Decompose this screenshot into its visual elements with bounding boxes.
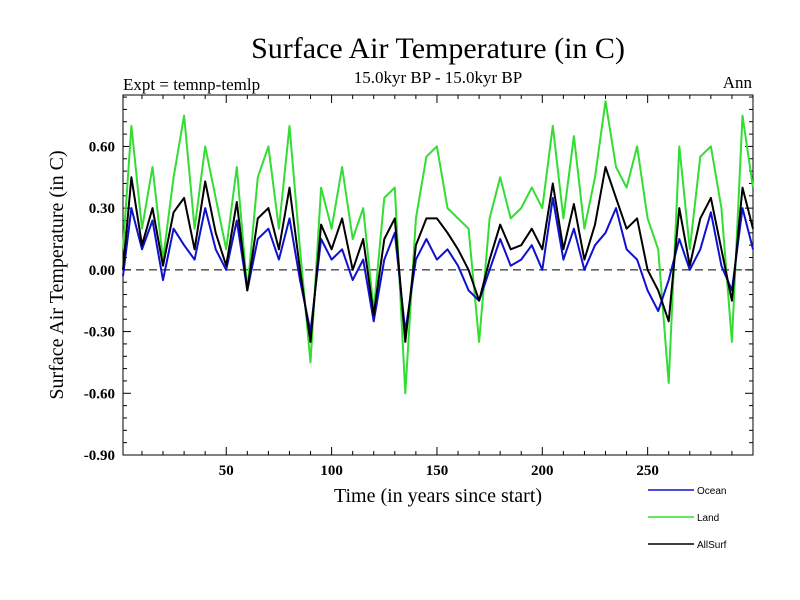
x-axis-label: Time (in years since start)	[334, 485, 542, 507]
x-tick-label: 250	[636, 463, 659, 479]
legend-label-ocean: Ocean	[697, 486, 726, 497]
y-tick-label: 0.00	[89, 263, 115, 279]
y-tick-label: 0.60	[89, 139, 115, 155]
plot-area: 50 100 150 200 250 -0.90 -0.60 -0.30 0.00 0.30 0.…	[84, 94, 754, 479]
x-tick-label: 150	[426, 463, 449, 479]
legend-label-allsurf: AllSurf	[697, 540, 727, 551]
x-tick-label: 100	[320, 463, 343, 479]
series-line-allsurf	[122, 166, 754, 343]
x-tick-label: 50	[219, 463, 234, 479]
chart-subtitle: 15.0kyr BP - 15.0kyr BP	[354, 68, 522, 87]
chart-title: Surface Air Temperature (in C)	[251, 32, 625, 65]
y-tick-label: -0.60	[84, 386, 115, 402]
season-label: Ann	[723, 73, 753, 92]
series-line-ocean	[122, 196, 754, 333]
y-tick-label: 0.30	[89, 201, 115, 217]
y-tick-label: -0.90	[84, 448, 115, 464]
minor-ticks	[123, 95, 753, 455]
x-tick-label: 200	[531, 463, 554, 479]
x-axis-ticks: 50 100 150 200 250	[219, 95, 659, 479]
legend: Ocean Land AllSurf	[648, 486, 727, 551]
experiment-label: Expt = temnp-temlp	[123, 75, 260, 94]
series-line-land	[122, 100, 754, 395]
y-axis-label: Surface Air Temperature (in C)	[46, 150, 68, 399]
series-lines	[122, 100, 754, 395]
y-tick-label: -0.30	[84, 325, 115, 341]
legend-label-land: Land	[697, 513, 719, 524]
